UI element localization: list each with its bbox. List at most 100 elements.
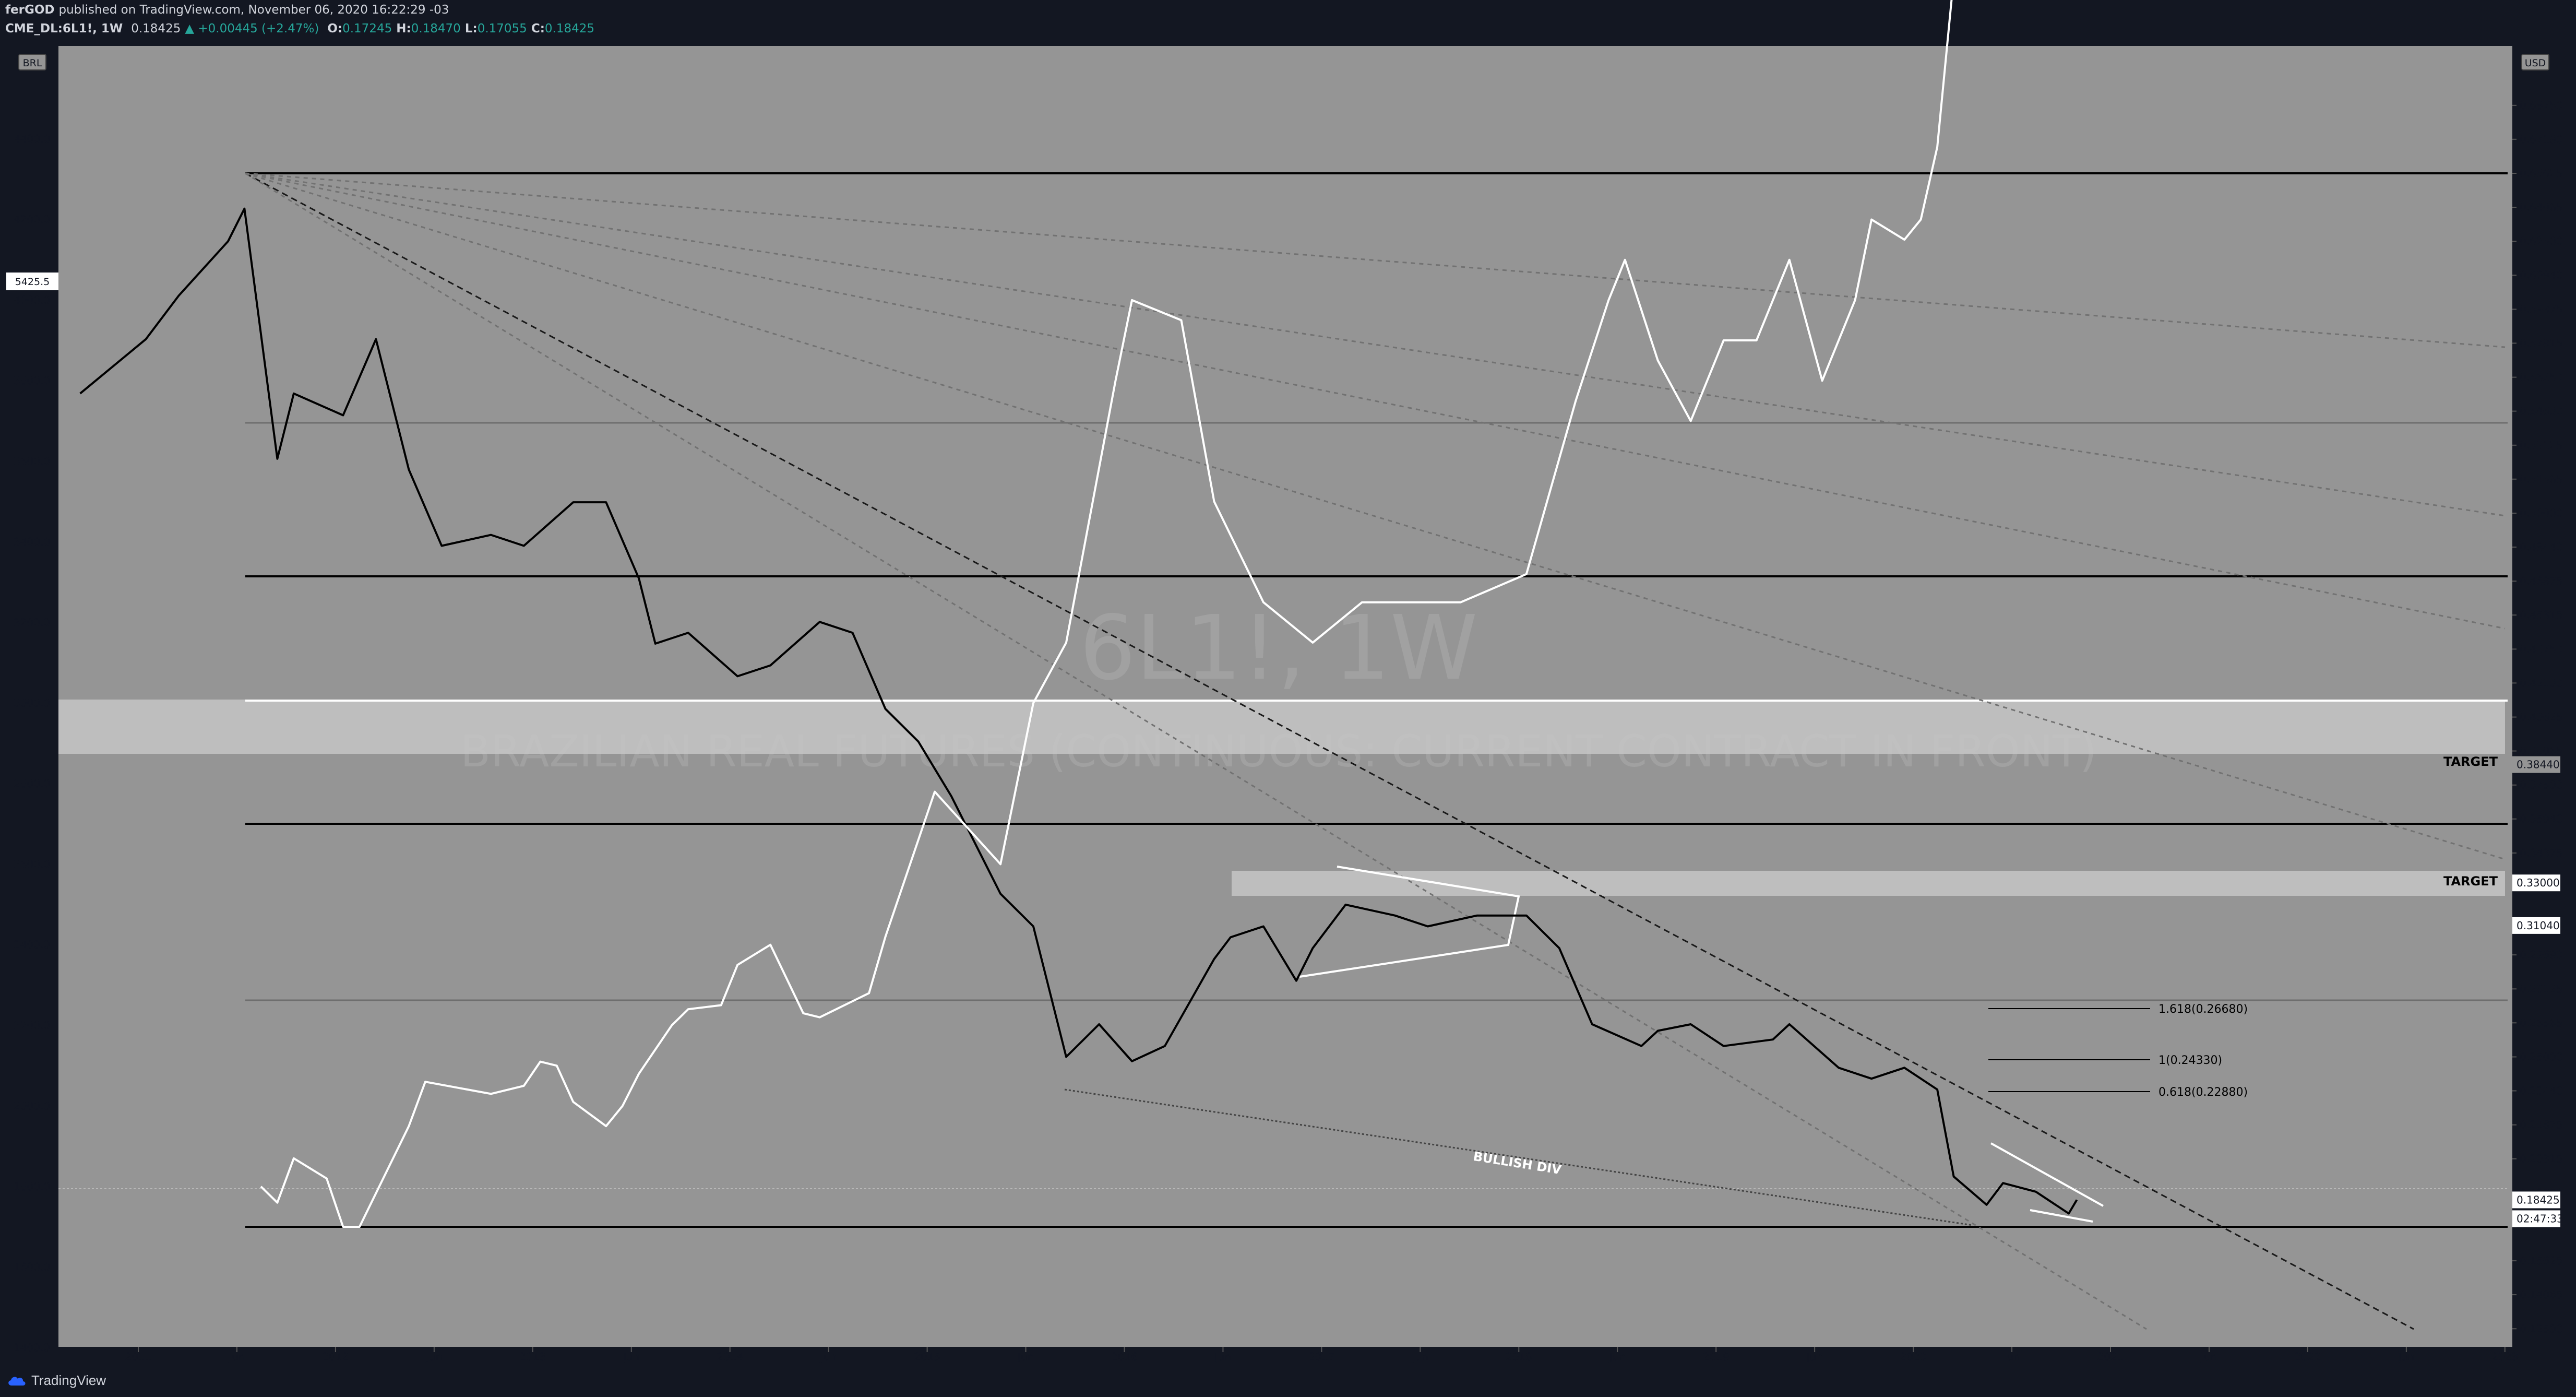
right-tick-label: 0.53125 (2520, 439, 2563, 452)
left-tick-label: 1800.0 (14, 1180, 50, 1193)
x-tick-label: 2017 (1308, 1351, 1335, 1363)
publish-line: ferGOD published on TradingView.com, Nov… (5, 3, 449, 17)
left-tick-label: 4000.0 (14, 294, 50, 306)
right-marker-box (2512, 917, 2560, 934)
tradingview-logo[interactable]: TradingView (6, 1372, 106, 1389)
right-marker-box (2512, 756, 2560, 773)
wedge-lower-line[interactable] (2030, 1209, 2093, 1223)
left-marker-box (6, 273, 58, 290)
ohlc-line: CME_DL:6L1!, 1W 0.18425 ▲ +0.00445 (+2.4… (5, 22, 594, 35)
right-tick-label: 0.50000 (2520, 507, 2563, 519)
bullish-div-line[interactable] (1064, 1088, 1973, 1226)
chart-background (58, 46, 2512, 1347)
right-marker-label: 02:47:33 (2517, 1212, 2563, 1225)
right-tick-label: 0.51565 (2520, 473, 2563, 486)
x-axis[interactable]: 2011 Jun 2012 Jun 2013 Jun 2014 Jun 2015 Jun 2016 J… (125, 1347, 2519, 1363)
left-tick-label: 4400.0 (14, 133, 50, 145)
symbol-label[interactable]: CME_DL:6L1!, 1W (5, 22, 123, 35)
right-tick-label: 0.37500 (2520, 779, 2563, 791)
right-tick-label: 0.34375 (2520, 847, 2563, 859)
x-tick-label: 2016 (1111, 1351, 1138, 1363)
right-tick-label: 0.39065 (2520, 745, 2563, 757)
triangle-pattern-2017[interactable] (1299, 866, 1520, 978)
x-tick-label: 2014 (717, 1351, 743, 1363)
right-tick-label: 0.20315 (2520, 1153, 2563, 1165)
right-tick-label: 0.15625 (2520, 1254, 2563, 1267)
wedge-upper-line[interactable] (1990, 1142, 2104, 1207)
publish-info: published on TradingView.com, November 0… (58, 3, 449, 17)
right-tick-label: 0.29690 (2520, 949, 2563, 961)
fan-line-5 (245, 172, 2147, 1330)
tradingview-cloud-icon (8, 1376, 26, 1386)
x-tick-label: Jun (2002, 1351, 2020, 1363)
x-tick-label: 2021 (2097, 1351, 2124, 1363)
right-tick-label: 0.54690 (2520, 405, 2563, 418)
author-name[interactable]: ferGOD (5, 3, 55, 17)
right-currency-box (2521, 54, 2549, 70)
x-tick-label: Jun (2397, 1351, 2414, 1363)
x-tick-label: 2012 (322, 1351, 349, 1363)
right-marker-label: 0.31040 (2517, 919, 2560, 932)
right-marker-box (2512, 1191, 2560, 1209)
left-tick-label: 1400.0 (14, 1342, 50, 1354)
x-tick-label: Jun (1411, 1351, 1428, 1363)
fan-line-1 (245, 172, 2506, 348)
overlay-series[interactable] (260, 0, 2077, 1228)
right-tick-label: 0.62500 (2520, 235, 2563, 247)
price-chart[interactable]: 6L1!, 1W BRAZILIAN REAL FUTURES (CONTINU… (0, 0, 2576, 1365)
x-tick-label: Jun (819, 1351, 837, 1363)
right-tick-label: 0.64065 (2520, 201, 2563, 214)
left-tick-label: 2600.0 (14, 858, 50, 870)
trendline-main[interactable] (245, 172, 2414, 1330)
x-tick-label: 2011 (125, 1351, 152, 1363)
right-axis-markers: 0.38440 0.33000 0.31040 0.18425 02:47:33 (2512, 756, 2563, 1227)
x-tick-label: 2019 (1703, 1351, 1730, 1363)
target-zone-upper (58, 700, 2505, 754)
footer-bar: TradingView (0, 1365, 2576, 1397)
left-price-marker: 5425.5 (6, 273, 58, 290)
x-tick-label: Jun (425, 1351, 442, 1363)
x-tick-label: 2015 (914, 1351, 940, 1363)
right-tick-label: 0.43750 (2520, 643, 2563, 655)
right-tick-label: 0.45315 (2520, 609, 2563, 621)
left-axis[interactable]: 1400.0 1600.0 1800.0 2000.0 2200.0 2400.0 2600… (14, 0, 50, 1354)
right-tick-label: 0.46875 (2520, 575, 2563, 587)
x-tick-label: 2023 (2491, 1351, 2518, 1363)
x-tick-label: Jun (228, 1351, 245, 1363)
left-tick-label: 2400.0 (14, 939, 50, 951)
right-tick-label: 0.25000 (2520, 1051, 2563, 1063)
right-marker-label: 0.38440 (2517, 759, 2560, 771)
tradingview-brand: TradingView (31, 1372, 106, 1388)
left-tick-label: 2000.0 (14, 1099, 50, 1112)
left-currency-label: BRL (23, 57, 42, 69)
watermark-ticker: 6L1!, 1W (1079, 597, 1478, 700)
low-value: 0.17055 (477, 22, 527, 35)
x-tick-label: Jun (1017, 1351, 1034, 1363)
right-marker-box (2512, 1210, 2560, 1227)
x-tick-label: Jun (2200, 1351, 2217, 1363)
right-tick-label: 0.23440 (2520, 1085, 2563, 1097)
x-tick-label: 2022 (2294, 1351, 2321, 1363)
target-label-lower: TARGET (2443, 874, 2498, 889)
right-tick-label: 0.28125 (2520, 982, 2563, 995)
left-tick-label: 3600.0 (14, 455, 50, 468)
left-tick-label: 2800.0 (14, 777, 50, 790)
right-tick-label: 0.68750 (2520, 99, 2563, 112)
right-currency-label: USD (2525, 57, 2546, 69)
right-tick-label: 0.14065 (2520, 1288, 2563, 1301)
right-tick-label: 0.59375 (2520, 303, 2563, 315)
series-layer (79, 0, 2078, 1228)
right-marker-label: 0.33000 (2517, 877, 2560, 889)
x-tick-label: 2013 (519, 1351, 546, 1363)
left-currency-badge[interactable]: BRL (18, 54, 46, 70)
right-tick-label: 0.60940 (2520, 269, 2563, 281)
chart-header: ferGOD published on TradingView.com, Nov… (0, 0, 2576, 42)
right-currency-badge[interactable]: USD (2521, 54, 2549, 70)
price-series-6l1[interactable] (79, 207, 2078, 1215)
right-tick-label: 0.12500 (2520, 1322, 2563, 1335)
open-label: O: (327, 22, 343, 35)
high-label: H: (396, 22, 411, 35)
left-tick-label: 4200.0 (14, 214, 50, 226)
x-tick-label: 2018 (1506, 1351, 1532, 1363)
right-tick-label: 0.57815 (2520, 337, 2563, 349)
